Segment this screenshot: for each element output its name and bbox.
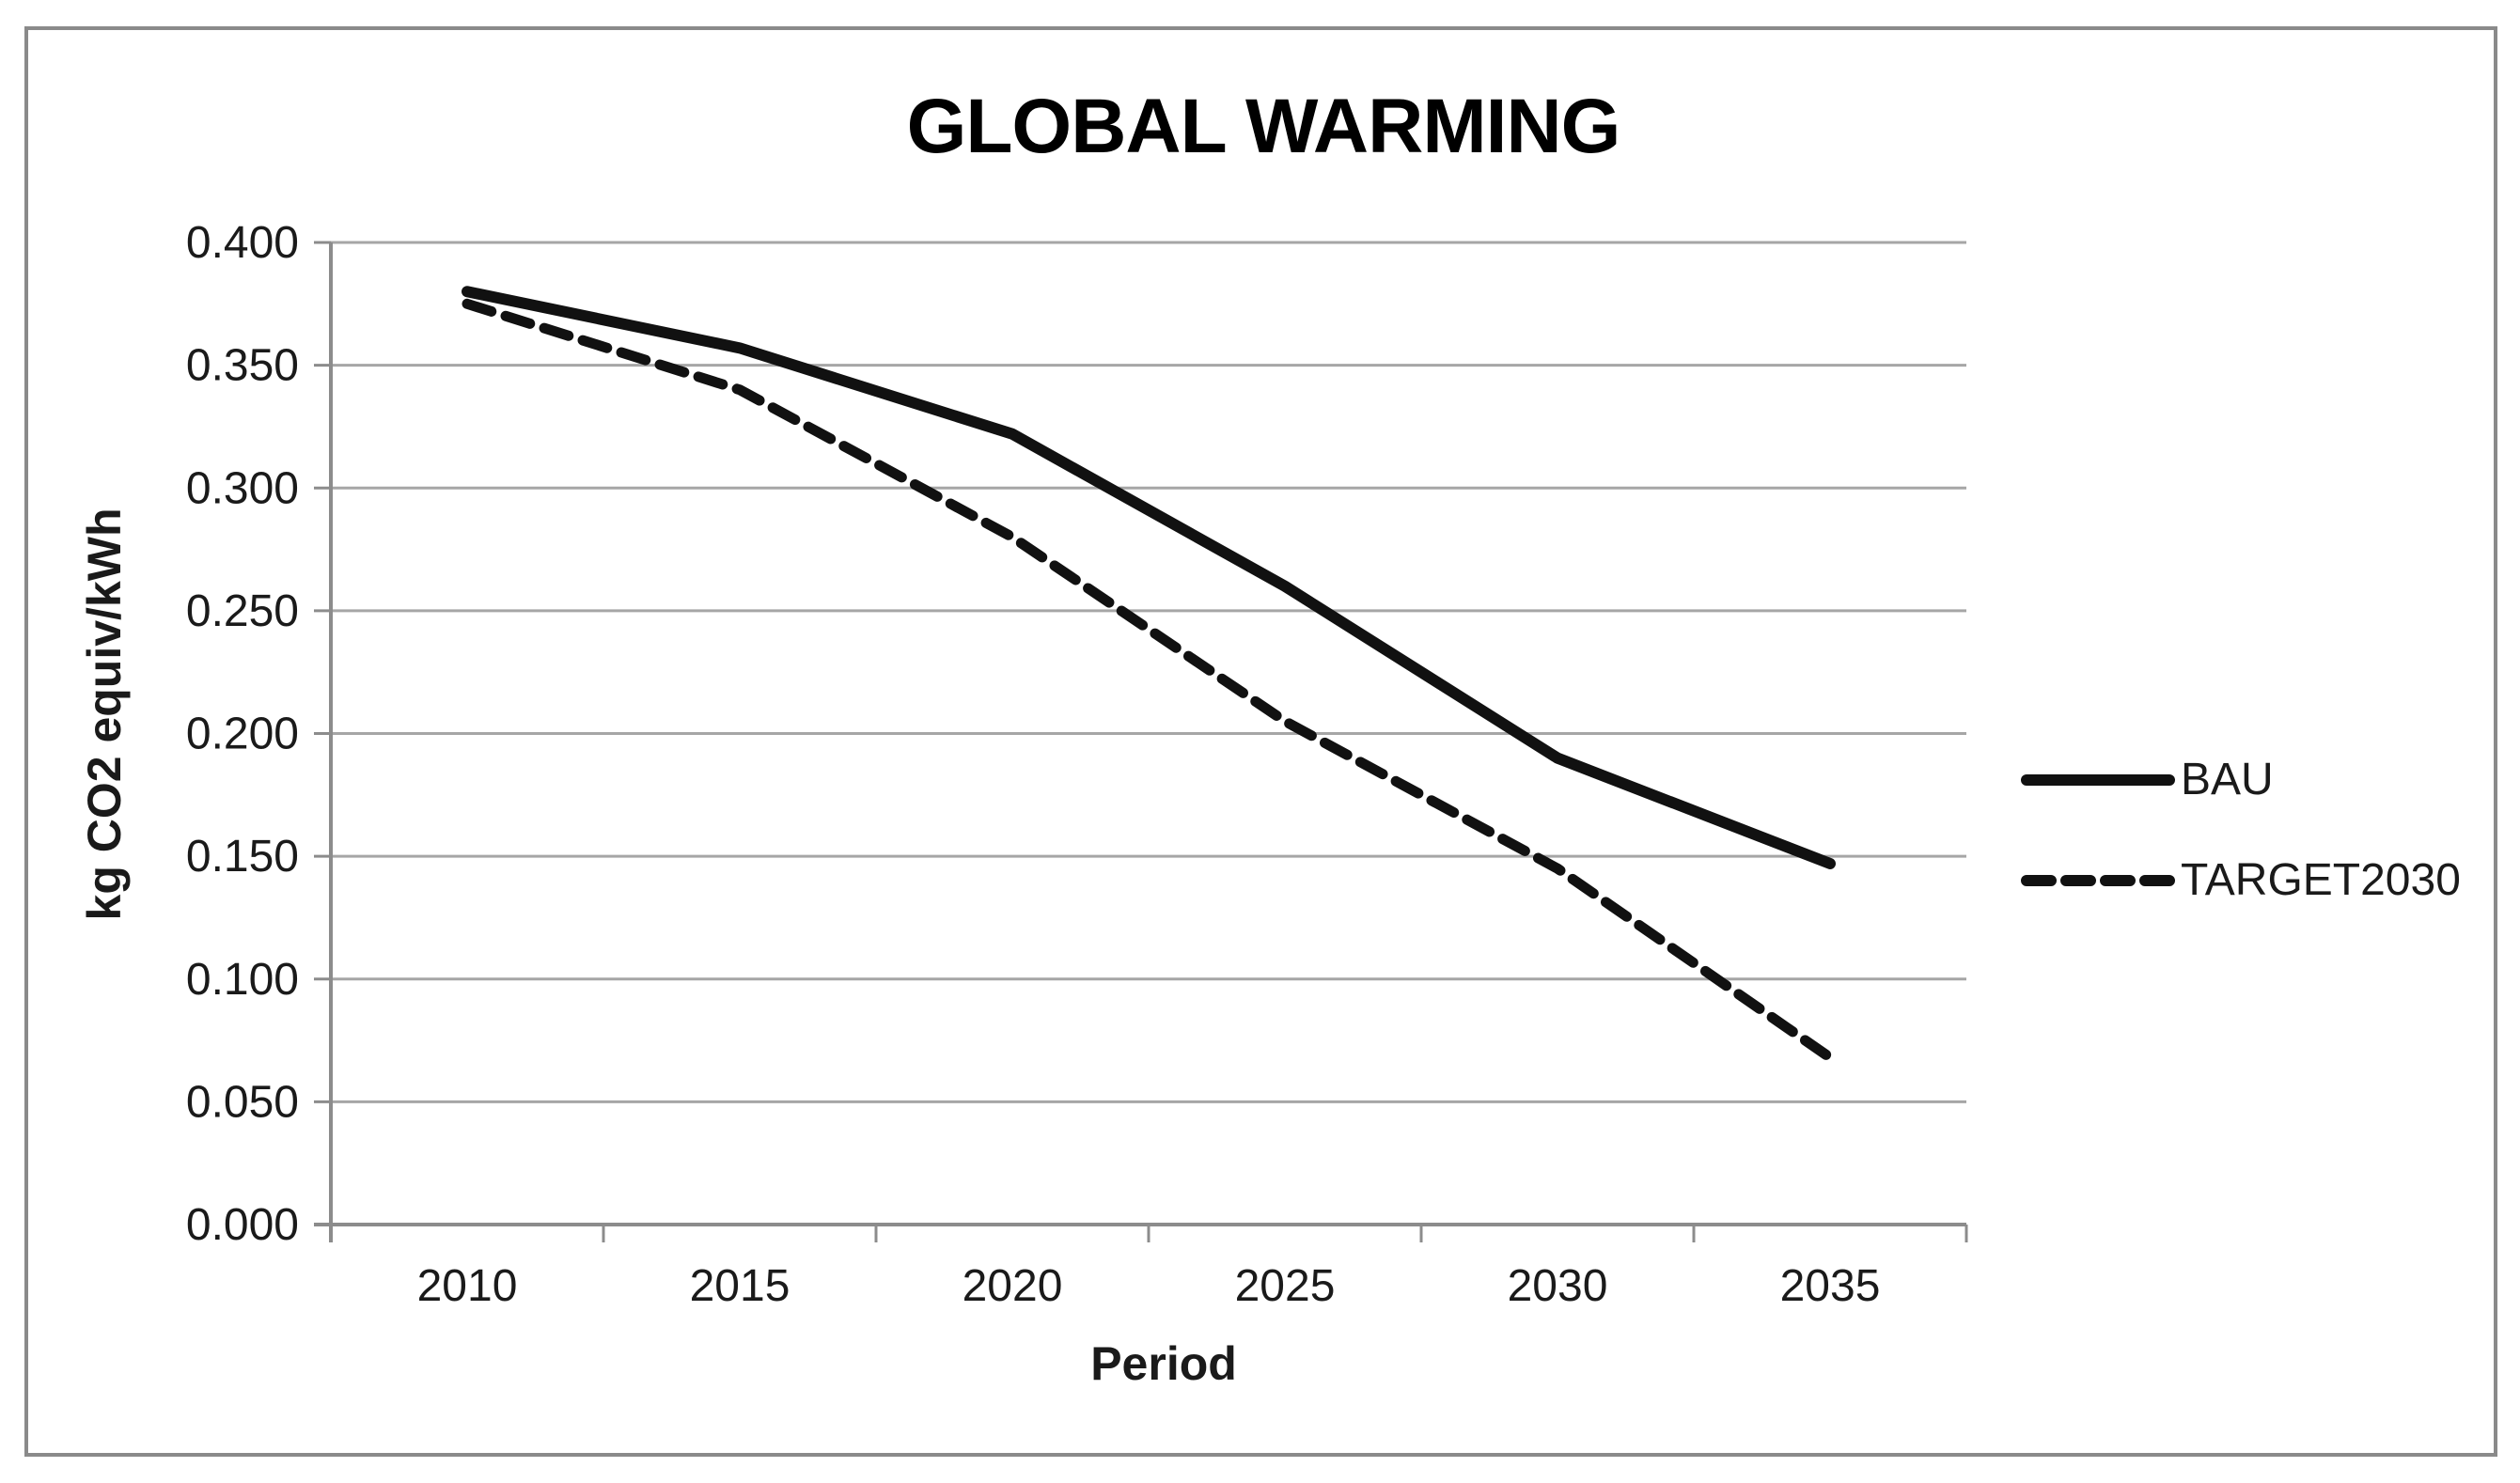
x-tick-label: 2015: [690, 1261, 790, 1311]
chart-title: GLOBAL WARMING: [907, 84, 1620, 169]
x-axis-title: Period: [1090, 1337, 1237, 1390]
x-tick-labels: 2010 2015 2020 2025 2030 2035: [417, 1261, 1881, 1311]
series-line-bau: [462, 286, 1836, 869]
legend: BAU TARGET2030: [2021, 755, 2461, 905]
x-tick-label: 2025: [1235, 1261, 1336, 1311]
y-tick-label: 0.000: [186, 1200, 299, 1250]
y-tick-label: 0.300: [186, 463, 299, 513]
x-tick-label: 2020: [963, 1261, 1063, 1311]
y-tick-label: 0.050: [186, 1077, 299, 1127]
legend-label-target2030: TARGET2030: [2181, 855, 2461, 905]
y-tick-label: 0.150: [186, 832, 299, 882]
y-tick-label: 0.350: [186, 341, 299, 391]
x-tick-label: 2035: [1780, 1261, 1881, 1311]
y-tick-label: 0.400: [186, 218, 299, 268]
y-axis-title: kg CO2 equiv/kWh: [78, 508, 131, 921]
y-tick-label: 0.200: [186, 710, 299, 759]
y-tick-label: 0.250: [186, 586, 299, 636]
series-line-target2030: [462, 298, 1836, 1063]
x-tick-label: 2030: [1508, 1261, 1608, 1311]
y-tick-label: 0.100: [186, 955, 299, 1005]
data-series: [462, 286, 1836, 1063]
x-tick-label: 2010: [417, 1261, 518, 1311]
chart-frame-border: [24, 26, 2497, 1457]
legend-label-bau: BAU: [2181, 755, 2274, 804]
y-tick-labels: 0.000 0.050 0.100 0.150 0.200 0.250 0.300 0.350…: [186, 218, 299, 1250]
